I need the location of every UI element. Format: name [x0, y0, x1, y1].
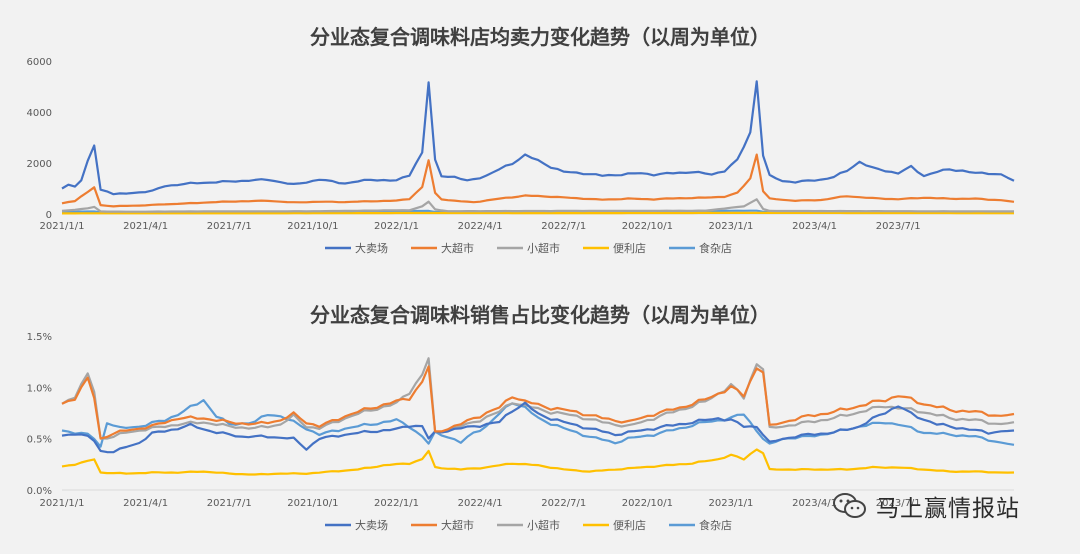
series-layer [61, 80, 1015, 215]
series-line-3 [61, 198, 1014, 213]
chart-store-avg-sales: 分业态复合调味料店均卖力变化趋势（以周为单位） 0 2000 4000 6000 202… [27, 25, 1015, 255]
y-tick-label: 1.5% [27, 332, 52, 343]
legend-item: 小超市 [497, 518, 560, 532]
legend-label: 食杂店 [699, 241, 732, 255]
x-tick-label: 2022/10/1 [622, 498, 673, 509]
chart-sales-share: 分业态复合调味料销售占比变化趋势（以周为单位） 0.0% 0.5% 1.0% 1.5%… [27, 303, 1015, 532]
x-tick-label: 2023/7/1 [876, 221, 921, 232]
series-line-3 [61, 357, 1015, 440]
chart-axes: 0 2000 4000 6000 2021/1/1 2021/4/1 2021/7/1 202… [27, 57, 1014, 232]
x-tick-label: 2023/4/1 [792, 221, 837, 232]
x-tick-label: 2023/1/1 [709, 498, 754, 509]
chart-title: 分业态复合调味料店均卖力变化趋势（以周为单位） [310, 25, 770, 49]
chart-axes: 0.0% 0.5% 1.0% 1.5% 2021/1/1 2021/4/1 2021/7/1… [27, 332, 1014, 509]
x-tick-label: 2021/1/1 [40, 498, 85, 509]
y-tick-label: 0.5% [27, 435, 52, 446]
legend-label: 便利店 [613, 241, 646, 255]
x-tick-label: 2021/7/1 [207, 498, 252, 509]
x-tick-label: 2022/4/1 [458, 498, 503, 509]
chart-legend: 大卖场 大超市 小超市 便利店 食杂店 [325, 518, 732, 532]
y-tick-label: 6000 [27, 57, 52, 68]
x-tick-label: 2021/7/1 [207, 221, 252, 232]
series-line-1 [61, 401, 1015, 454]
y-tick-label: 2000 [27, 159, 52, 170]
x-tick-label: 2023/1/1 [709, 221, 754, 232]
legend-item: 食杂店 [669, 241, 732, 255]
series-line-4 [61, 448, 1015, 476]
legend-label: 便利店 [613, 518, 646, 532]
watermark: 马上赢情报站 [832, 486, 1020, 526]
legend-label: 大超市 [441, 241, 474, 255]
x-tick-label: 2023/7/1 [876, 498, 921, 509]
legend-item: 大超市 [411, 518, 474, 532]
series-line-2 [61, 153, 1015, 208]
y-tick-label: 4000 [27, 108, 52, 119]
x-tick-label: 2022/1/1 [374, 221, 419, 232]
x-tick-label: 2021/10/1 [287, 498, 338, 509]
legend-item: 大超市 [411, 241, 474, 255]
x-tick-label: 2021/1/1 [40, 221, 85, 232]
series-layer [61, 357, 1015, 476]
x-tick-label: 2021/10/1 [287, 221, 338, 232]
legend-label: 小超市 [527, 518, 560, 532]
x-tick-label: 2022/7/1 [541, 221, 586, 232]
legend-item: 大卖场 [325, 518, 388, 532]
legend-item: 小超市 [497, 241, 560, 255]
legend-label: 食杂店 [699, 518, 732, 532]
legend-label: 大卖场 [355, 241, 388, 255]
chart-legend: 大卖场 大超市 小超市 便利店 食杂店 [325, 241, 732, 255]
legend-label: 大超市 [441, 518, 474, 532]
x-tick-label: 2022/1/1 [374, 498, 419, 509]
series-line-1 [61, 80, 1015, 196]
x-tick-label: 2022/10/1 [622, 221, 673, 232]
legend-item: 大卖场 [325, 241, 388, 255]
legend-item: 便利店 [583, 241, 646, 255]
y-tick-label: 0 [46, 210, 52, 221]
legend-label: 大卖场 [355, 518, 388, 532]
legend-item: 便利店 [583, 518, 646, 532]
series-line-4 [62, 211, 1014, 215]
series-line-2 [61, 365, 1015, 440]
legend-item: 食杂店 [669, 518, 732, 532]
watermark-text: 马上赢情报站 [876, 496, 1020, 522]
wechat-icon [833, 493, 866, 518]
x-tick-label: 2023/4/1 [792, 498, 837, 509]
y-tick-label: 0.0% [27, 486, 52, 497]
x-tick-label: 2022/7/1 [541, 498, 586, 509]
chart-title: 分业态复合调味料销售占比变化趋势（以周为单位） [310, 303, 770, 327]
x-tick-label: 2021/4/1 [123, 221, 168, 232]
x-tick-label: 2021/4/1 [123, 498, 168, 509]
y-tick-label: 1.0% [27, 383, 52, 394]
x-tick-label: 2022/4/1 [458, 221, 503, 232]
legend-label: 小超市 [527, 241, 560, 255]
